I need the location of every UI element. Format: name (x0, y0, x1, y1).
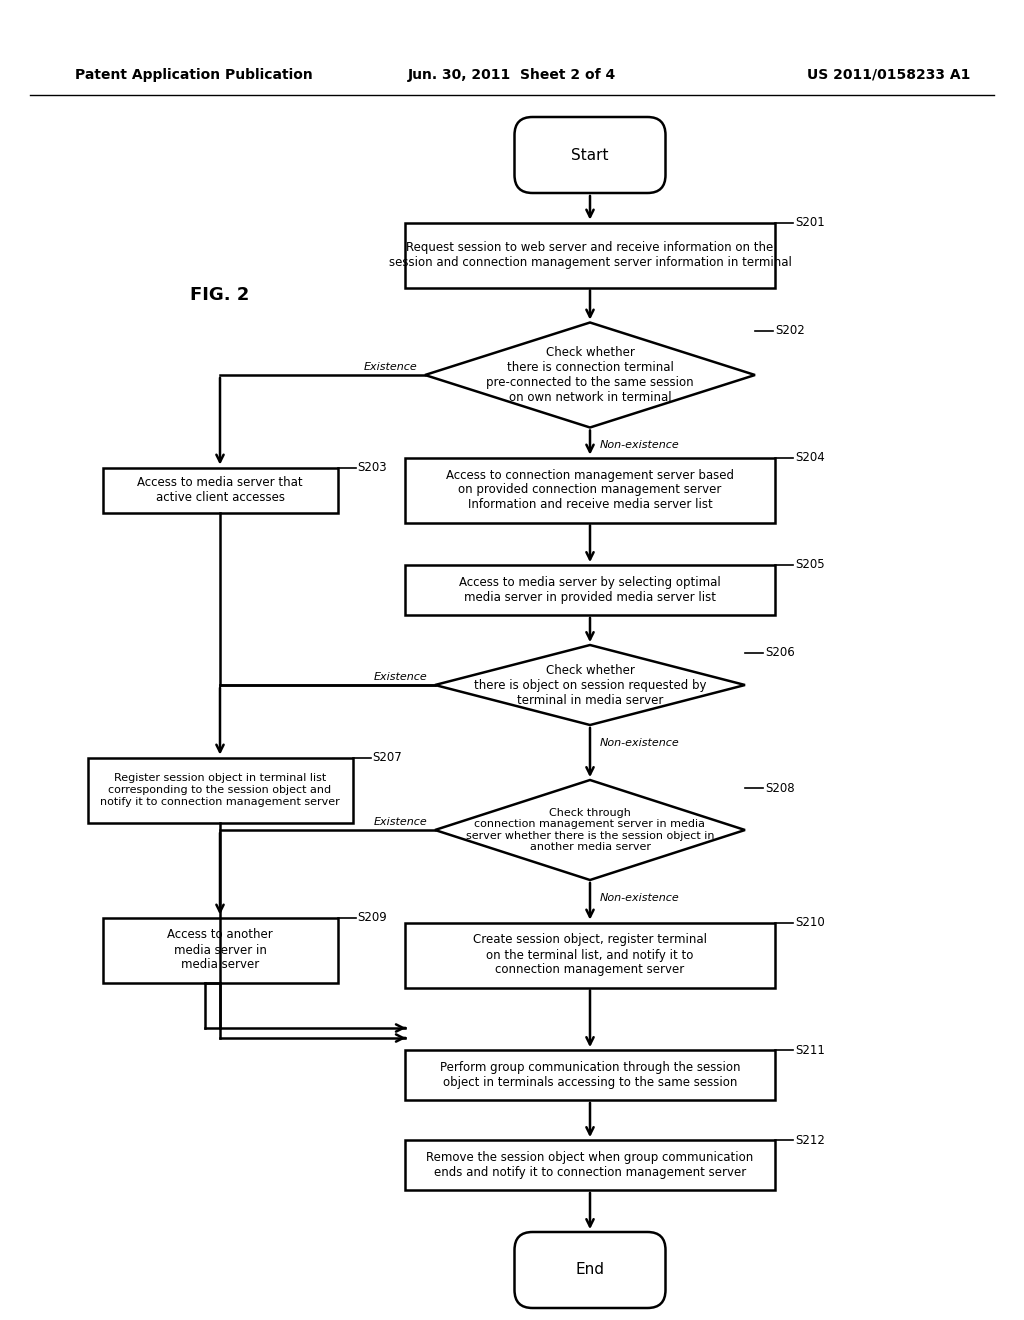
Text: Non-existence: Non-existence (600, 738, 680, 748)
Text: Check whether
there is object on session requested by
terminal in media server: Check whether there is object on session… (474, 664, 707, 706)
Text: Check whether
there is connection terminal
pre-connected to the same session
on : Check whether there is connection termin… (486, 346, 694, 404)
Text: Patent Application Publication: Patent Application Publication (75, 69, 312, 82)
Text: Non-existence: Non-existence (600, 441, 680, 450)
FancyBboxPatch shape (514, 1232, 666, 1308)
Text: Access to another
media server in
media server: Access to another media server in media … (167, 928, 272, 972)
Text: S211: S211 (795, 1044, 825, 1056)
Text: FIG. 2: FIG. 2 (190, 286, 250, 304)
Text: S201: S201 (795, 216, 824, 228)
Bar (406, 223, 775, 288)
Bar (102, 917, 338, 982)
Bar (406, 458, 775, 523)
Text: Existence: Existence (374, 817, 427, 828)
Bar (406, 1140, 775, 1191)
Text: S204: S204 (795, 451, 824, 465)
Text: S203: S203 (357, 461, 387, 474)
Text: Access to media server that
active client accesses: Access to media server that active clien… (137, 477, 303, 504)
Text: Check through
connection management server in media
server whether there is the : Check through connection management serv… (466, 808, 715, 853)
Text: S212: S212 (795, 1134, 825, 1147)
Text: Perform group communication through the session
object in terminals accessing to: Perform group communication through the … (439, 1061, 740, 1089)
Bar (87, 758, 352, 822)
Bar (406, 565, 775, 615)
Text: S208: S208 (765, 781, 795, 795)
Text: Register session object in terminal list
corresponding to the session object and: Register session object in terminal list… (100, 774, 340, 807)
Text: Jun. 30, 2011  Sheet 2 of 4: Jun. 30, 2011 Sheet 2 of 4 (408, 69, 616, 82)
Text: S206: S206 (765, 647, 795, 660)
Text: Access to connection management server based
on provided connection management s: Access to connection management server b… (446, 469, 734, 511)
FancyBboxPatch shape (514, 117, 666, 193)
Polygon shape (435, 780, 745, 880)
Text: Access to media server by selecting optimal
media server in provided media serve: Access to media server by selecting opti… (459, 576, 721, 605)
Polygon shape (425, 322, 755, 428)
Text: Request session to web server and receive information on the
session and connect: Request session to web server and receiv… (388, 242, 792, 269)
Polygon shape (435, 645, 745, 725)
Text: S202: S202 (775, 323, 805, 337)
Text: S207: S207 (373, 751, 402, 764)
Text: Existence: Existence (364, 362, 417, 372)
Bar (102, 467, 338, 512)
Bar (406, 1049, 775, 1100)
Text: S210: S210 (795, 916, 824, 929)
Bar (406, 923, 775, 987)
Text: Non-existence: Non-existence (600, 894, 680, 903)
Text: S209: S209 (357, 911, 387, 924)
Text: Create session object, register terminal
on the terminal list, and notify it to
: Create session object, register terminal… (473, 933, 707, 977)
Text: Existence: Existence (374, 672, 427, 682)
Text: S205: S205 (795, 558, 824, 572)
Text: Remove the session object when group communication
ends and notify it to connect: Remove the session object when group com… (426, 1151, 754, 1179)
Text: End: End (575, 1262, 604, 1278)
Text: Start: Start (571, 148, 608, 162)
Text: US 2011/0158233 A1: US 2011/0158233 A1 (807, 69, 970, 82)
